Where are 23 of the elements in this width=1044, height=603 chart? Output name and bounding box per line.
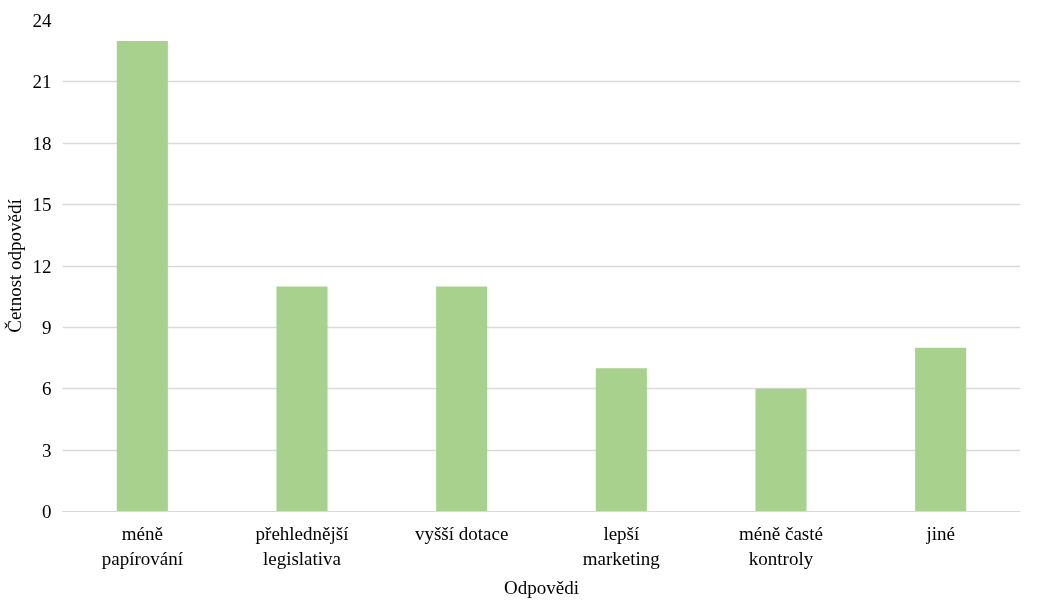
x-tick-label: méně časté kontroly bbox=[739, 522, 823, 569]
bar bbox=[436, 286, 488, 512]
y-axis-title: Četnost odpovědí bbox=[3, 198, 25, 333]
bar bbox=[116, 40, 168, 512]
y-tick-label: 0 bbox=[42, 501, 52, 522]
x-axis-title: Odpovědi bbox=[504, 576, 579, 598]
x-tick-label: přehlednější legislativa bbox=[255, 522, 350, 569]
bar bbox=[915, 347, 967, 512]
bar bbox=[755, 388, 807, 512]
y-tick-label: 12 bbox=[32, 255, 52, 277]
y-tick-label: 24 bbox=[32, 10, 52, 31]
y-tick-label: 6 bbox=[42, 378, 52, 400]
y-tick-label: 9 bbox=[42, 316, 52, 338]
bar bbox=[595, 368, 647, 512]
x-tick-label: méně papírování bbox=[101, 522, 184, 569]
bar bbox=[276, 286, 328, 512]
x-tick-label: vyšší dotace bbox=[414, 522, 509, 544]
y-tick-label: 21 bbox=[32, 71, 52, 93]
y-tick-label: 15 bbox=[32, 194, 52, 216]
x-tick-label: jiné bbox=[925, 522, 955, 544]
x-tick-label: lepší marketing bbox=[582, 522, 661, 569]
y-tick-label: 3 bbox=[42, 439, 52, 461]
y-tick-label: 18 bbox=[32, 132, 52, 154]
